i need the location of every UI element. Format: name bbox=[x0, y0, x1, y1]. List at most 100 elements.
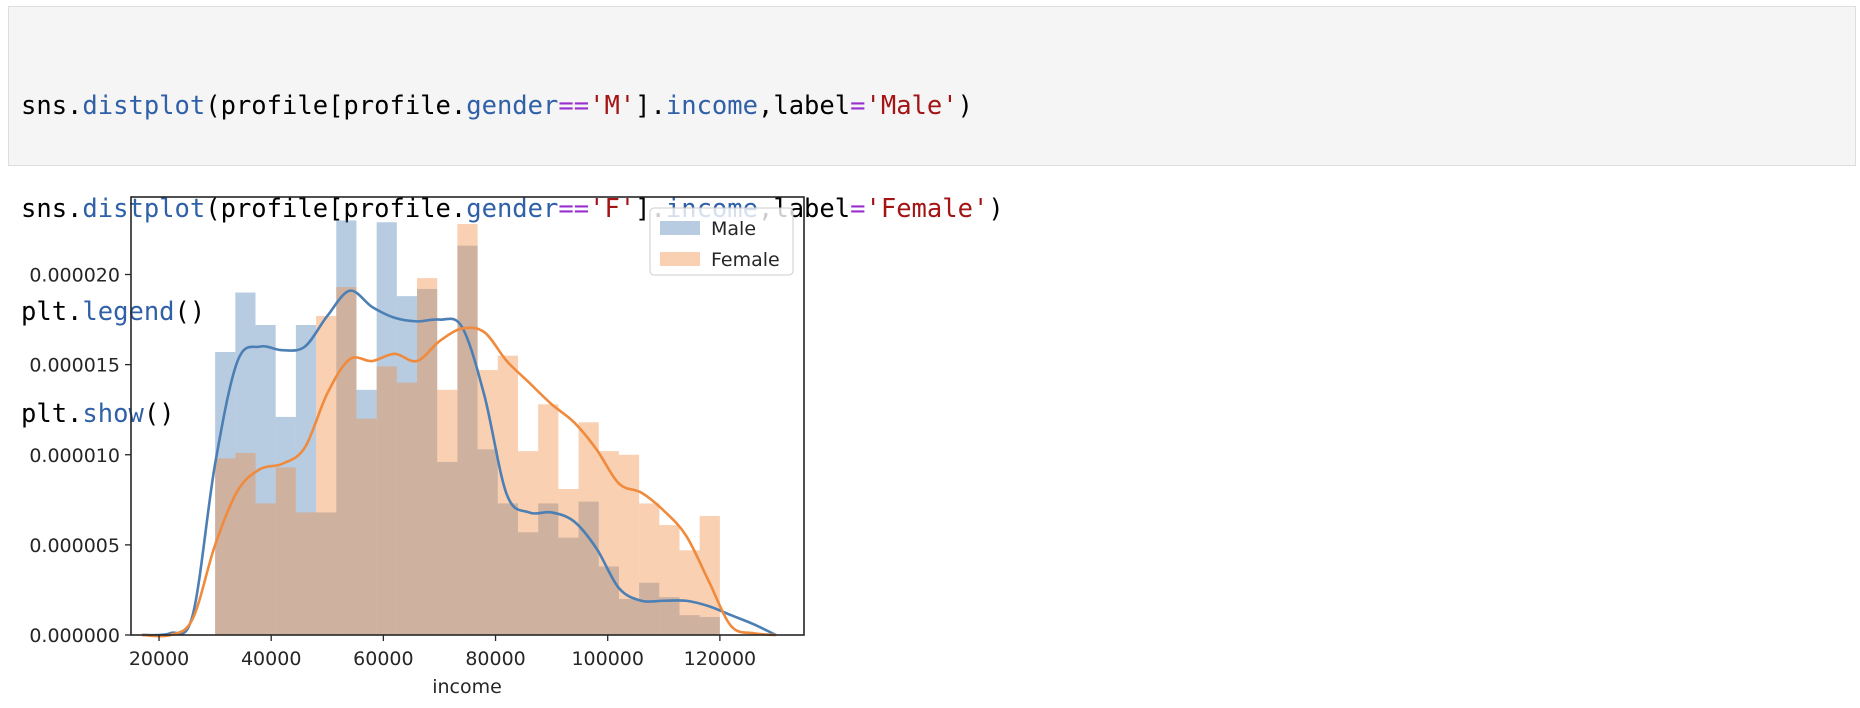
x-tick-label: 120000 bbox=[684, 648, 757, 670]
x-tick-label: 100000 bbox=[571, 648, 644, 670]
hist-bar-male bbox=[396, 296, 418, 635]
legend-swatch-female bbox=[660, 252, 700, 266]
x-axis: 20000 40000 60000 80000 100000 120000 bbox=[129, 635, 756, 670]
hist-bar-female bbox=[598, 451, 619, 635]
hist-bar-female bbox=[578, 422, 599, 635]
hist-bar-male bbox=[699, 616, 720, 635]
code-token: sns. bbox=[21, 194, 83, 224]
hist-bar-male bbox=[417, 288, 438, 635]
hist-bar-female bbox=[356, 418, 377, 635]
plot-frame bbox=[130, 196, 805, 636]
legend-box bbox=[649, 207, 794, 276]
hist-bar-female bbox=[275, 467, 296, 635]
code-token: == bbox=[558, 194, 590, 224]
x-tick-label: 80000 bbox=[465, 648, 525, 670]
hist-bar-male bbox=[356, 389, 377, 635]
code-token: 'Female' bbox=[865, 194, 989, 224]
code-token: 'M' bbox=[589, 91, 636, 122]
y-tick-label: 0.000005 bbox=[29, 535, 120, 557]
distplot-chart: 0.000000 0.000005 0.000010 0.000015 0.000020… bbox=[29, 196, 805, 698]
code-token: (profile[profile. bbox=[205, 91, 467, 122]
code-token: distplot bbox=[82, 194, 206, 224]
code-token: 'F' bbox=[589, 194, 636, 224]
code-token: (profile[profile. bbox=[205, 194, 467, 224]
hist-bar-male bbox=[497, 503, 518, 635]
code-token: == bbox=[558, 91, 590, 122]
hist-bar-male bbox=[679, 615, 700, 635]
hist-bar-male bbox=[235, 292, 256, 635]
hist-bar-female bbox=[376, 366, 397, 635]
hist-bar-male bbox=[215, 352, 236, 635]
hist-bar-male bbox=[598, 566, 619, 635]
hist-bar-male bbox=[477, 449, 498, 635]
hist-bar-female bbox=[295, 512, 317, 635]
kde-line-male bbox=[142, 289, 777, 637]
code-token: legend bbox=[82, 296, 175, 327]
hist-bar-female bbox=[699, 516, 720, 635]
hist-bar-female bbox=[538, 404, 559, 635]
hist-bar-female bbox=[417, 278, 438, 635]
code-token: gender bbox=[466, 194, 559, 224]
hist-bar-female bbox=[316, 315, 337, 635]
code-token: sns. bbox=[21, 91, 83, 122]
code-token: 'Male' bbox=[865, 91, 958, 122]
legend-swatch-male bbox=[660, 221, 700, 235]
y-tick-label: 0.000010 bbox=[29, 445, 120, 467]
kde-layer bbox=[142, 289, 777, 638]
hist-bar-female bbox=[558, 489, 579, 635]
hist-bar-female bbox=[437, 389, 458, 635]
code-line: plt.legend() bbox=[21, 295, 1843, 329]
code-line: plt.show() bbox=[21, 397, 1843, 431]
code-token: plt. bbox=[21, 296, 83, 327]
y-tick-label: 0.000015 bbox=[29, 355, 120, 377]
hist-bar-male bbox=[538, 503, 559, 635]
code-token: () bbox=[174, 296, 206, 327]
hist-bar-male bbox=[578, 501, 599, 635]
code-line: sns.distplot(profile[profile.gender=='M'… bbox=[21, 89, 1843, 123]
hist-bar-female bbox=[336, 287, 357, 635]
hist-bar-male bbox=[457, 245, 478, 635]
hist-bar-male bbox=[336, 220, 357, 635]
x-tick-label: 60000 bbox=[353, 648, 413, 670]
histogram-layer bbox=[215, 220, 720, 636]
hist-bar-male bbox=[558, 537, 579, 635]
hist-bar-male bbox=[659, 597, 680, 635]
code-token: = bbox=[850, 194, 866, 224]
y-axis: 0.000000 0.000005 0.000010 0.000015 0.000020 bbox=[29, 265, 131, 647]
hist-bar-female bbox=[457, 224, 478, 635]
hist-bar-male bbox=[639, 582, 660, 635]
x-tick-label: 40000 bbox=[241, 648, 301, 670]
code-token: ) bbox=[957, 91, 973, 122]
code-token: ) bbox=[988, 194, 1004, 224]
legend: Male Female bbox=[649, 207, 794, 276]
code-token: show bbox=[82, 399, 144, 430]
x-tick-label: 20000 bbox=[129, 648, 189, 670]
kde-line-female bbox=[142, 326, 777, 638]
hist-bar-female bbox=[639, 503, 660, 635]
legend-label-male: Male bbox=[711, 218, 756, 240]
code-token: gender bbox=[466, 91, 559, 122]
y-tick-label: 0.000000 bbox=[29, 625, 120, 647]
hist-bar-male bbox=[316, 512, 337, 635]
hist-bar-male bbox=[376, 222, 397, 636]
hist-bar-male bbox=[437, 461, 458, 635]
code-token: () bbox=[143, 399, 175, 430]
hist-bar-male bbox=[255, 324, 276, 635]
hist-bar-female bbox=[215, 458, 236, 635]
code-token: ]. bbox=[635, 91, 666, 122]
code-token: plt. bbox=[21, 399, 83, 430]
code-token: income bbox=[665, 91, 758, 122]
hist-bar-male bbox=[295, 324, 317, 635]
hist-bar-female bbox=[396, 382, 418, 635]
hist-bar-female bbox=[659, 525, 680, 635]
hist-bar-female bbox=[517, 451, 539, 635]
code-token: = bbox=[850, 91, 866, 122]
hist-bar-female bbox=[679, 550, 700, 635]
hist-bar-female bbox=[618, 454, 640, 635]
hist-bar-male bbox=[517, 532, 539, 635]
y-tick-label: 0.000020 bbox=[29, 265, 120, 287]
legend-label-female: Female bbox=[711, 249, 780, 271]
code-cell[interactable]: sns.distplot(profile[profile.gender=='M'… bbox=[8, 6, 1856, 429]
hist-bar-male bbox=[275, 416, 296, 635]
code-token: distplot bbox=[82, 91, 206, 122]
